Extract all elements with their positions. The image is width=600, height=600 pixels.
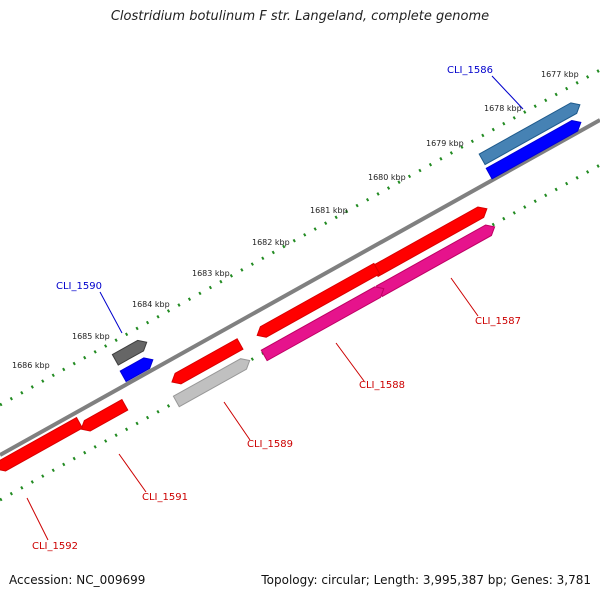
leader-line-cli_1591 [118, 453, 147, 493]
tick-label: 1685 kbp [72, 332, 110, 341]
leader-line-cli_1592 [26, 497, 49, 541]
outer-tick-track [0, 68, 600, 407]
gene-label-cli_1586: CLI_1586 [447, 65, 493, 76]
gene-label-cli_1588: CLI_1588 [359, 380, 405, 391]
gene-label-cli_1590: CLI_1590 [56, 281, 102, 292]
gene-cli_1586-arrow [478, 102, 581, 166]
tick-label: 1677 kbp [541, 70, 579, 79]
tick-label: 1683 kbp [192, 269, 230, 278]
tick-label: 1682 kbp [252, 238, 290, 247]
gene-label-cli_1592: CLI_1592 [32, 541, 78, 552]
tick-label: 1680 kbp [368, 173, 406, 182]
leader-line-cli_1586 [491, 75, 524, 110]
gene-cli_1590b-arrow [119, 357, 154, 383]
tick-label: 1686 kbp [12, 361, 50, 370]
gene-label-cli_1587: CLI_1587 [475, 316, 521, 327]
gene-label-cli_1591: CLI_1591 [142, 492, 188, 503]
tick-label: 1679 kbp [426, 139, 464, 148]
map-title: Clostridium botulinum F str. Langeland, … [110, 9, 490, 24]
gene-cli_1588b-arrow [260, 286, 385, 362]
gene-cli_1591-arrow [80, 398, 129, 432]
genome-backbone [0, 118, 600, 457]
gene-cli_1586b-arrow [485, 120, 582, 180]
tick-label: 1681 kbp [310, 206, 348, 215]
leader-line-cli_1587 [450, 277, 479, 317]
gene-cli_1589-arrow [171, 338, 244, 385]
tick-label: 1678 kbp [484, 104, 522, 113]
leader-line-cli_1590 [99, 291, 123, 334]
genome-summary-text: Topology: circular; Length: 3,995,387 bp… [261, 573, 591, 587]
gene-cli_1588-arrow [256, 262, 381, 338]
gene-label-cli_1589: CLI_1589 [247, 439, 293, 450]
leader-line-cli_1588 [335, 342, 365, 382]
gene-cli_1592-arrow [0, 416, 84, 472]
leader-line-cli_1589 [223, 401, 251, 441]
gene-cli_1590-arrow [111, 339, 148, 366]
accession-text: Accession: NC_009699 [9, 573, 146, 587]
gene-cli_1589b-arrow [172, 358, 251, 408]
tick-label: 1684 kbp [132, 300, 170, 309]
